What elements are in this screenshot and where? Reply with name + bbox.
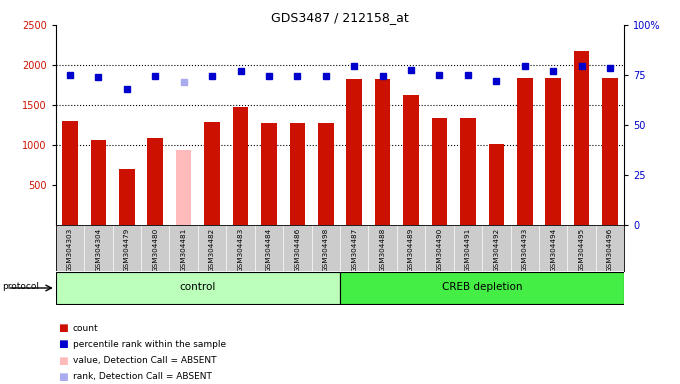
Bar [176, 149, 192, 225]
Bar [460, 118, 476, 225]
Bar [148, 138, 163, 225]
Text: GSM304495: GSM304495 [579, 228, 585, 272]
Text: GSM304480: GSM304480 [152, 228, 158, 272]
Text: GSM304490: GSM304490 [437, 228, 443, 272]
Text: GSM304484: GSM304484 [266, 228, 272, 272]
Bar [375, 79, 390, 225]
Title: GDS3487 / 212158_at: GDS3487 / 212158_at [271, 11, 409, 24]
Bar [56, 273, 340, 303]
Text: GSM304496: GSM304496 [607, 228, 613, 272]
Bar [119, 169, 135, 225]
Text: ■: ■ [58, 339, 67, 349]
Bar [574, 51, 590, 225]
Bar [517, 78, 532, 225]
Bar [602, 78, 618, 225]
Text: ■: ■ [58, 356, 67, 366]
Text: GSM304489: GSM304489 [408, 228, 414, 272]
Text: control: control [180, 282, 216, 292]
Bar [545, 78, 561, 225]
Text: percentile rank within the sample: percentile rank within the sample [73, 340, 226, 349]
Text: value, Detection Call = ABSENT: value, Detection Call = ABSENT [73, 356, 216, 365]
Bar [90, 140, 106, 225]
Text: CREB depletion: CREB depletion [442, 282, 522, 292]
Text: GSM304488: GSM304488 [379, 228, 386, 272]
Bar [62, 121, 78, 225]
Bar [204, 122, 220, 225]
Text: GSM304479: GSM304479 [124, 228, 130, 272]
Bar [233, 107, 248, 225]
Text: GSM304303: GSM304303 [67, 228, 73, 272]
Text: protocol: protocol [2, 281, 39, 291]
Bar [432, 118, 447, 225]
Text: GSM304483: GSM304483 [237, 228, 243, 272]
Text: GSM304304: GSM304304 [95, 228, 101, 272]
Bar [261, 123, 277, 225]
Bar [488, 144, 504, 225]
Text: GSM304498: GSM304498 [323, 228, 329, 272]
Text: rank, Detection Call = ABSENT: rank, Detection Call = ABSENT [73, 372, 211, 381]
Text: GSM304481: GSM304481 [181, 228, 187, 272]
Text: GSM304491: GSM304491 [465, 228, 471, 272]
Bar [290, 123, 305, 225]
Text: ■: ■ [58, 323, 67, 333]
Text: GSM304493: GSM304493 [522, 228, 528, 272]
Text: GSM304487: GSM304487 [351, 228, 357, 272]
Bar [346, 79, 362, 225]
Text: GSM304486: GSM304486 [294, 228, 301, 272]
Text: GSM304492: GSM304492 [493, 228, 499, 272]
Bar [340, 273, 624, 303]
Text: ■: ■ [58, 372, 67, 382]
Text: GSM304482: GSM304482 [209, 228, 215, 272]
Text: count: count [73, 324, 99, 333]
Bar [318, 123, 334, 225]
Text: GSM304494: GSM304494 [550, 228, 556, 272]
Bar [403, 95, 419, 225]
